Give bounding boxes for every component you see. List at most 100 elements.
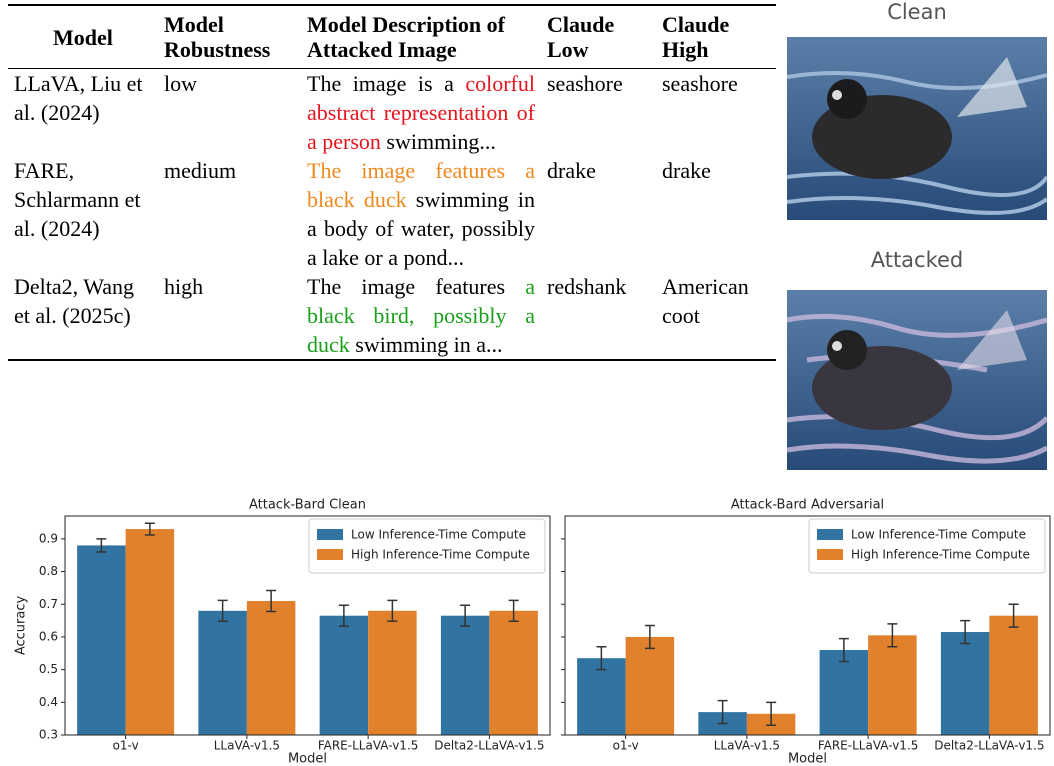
error-bar — [217, 599, 228, 623]
bar — [868, 635, 917, 735]
table-row: LLaVA, Liu et al. (2024) low The image is … — [8, 69, 776, 157]
results-table: Model Model Robustness Model Description o… — [8, 4, 776, 361]
text-segment: The image is a — [307, 71, 466, 96]
x-tick-label: FARE-LLaVA-v1.5 — [818, 739, 919, 753]
legend-label: Low Inference-Time Compute — [351, 528, 526, 542]
error-bar — [144, 522, 155, 536]
y-tick-label: 0.3 — [39, 728, 58, 742]
x-tick-label: Delta2-LLaVA-v1.5 — [934, 739, 1044, 753]
column-header: Model Description of Attacked Image — [301, 5, 541, 69]
error-bar — [387, 599, 398, 623]
clean-image — [787, 37, 1047, 220]
bar — [198, 610, 247, 735]
text-segment: colorful abstract representation of a pe… — [307, 71, 535, 154]
table-cell: drake — [547, 158, 596, 183]
error-bar — [266, 589, 277, 613]
table-cell: seashore — [547, 71, 623, 96]
bar — [577, 658, 626, 735]
error-bar — [838, 637, 849, 663]
x-tick-label: o1-v — [113, 739, 139, 753]
y-axis-label: Accuracy — [14, 596, 29, 656]
axes-frame — [64, 515, 551, 736]
bar — [319, 615, 369, 735]
description-cell: The image is a colorful abstract represe… — [301, 69, 541, 157]
legend-label: High Inference-Time Compute — [851, 548, 1030, 562]
x-tick-label: o1-v — [613, 739, 639, 753]
error-bar — [508, 599, 519, 623]
column-header: Claude Low — [541, 5, 656, 69]
bar — [77, 545, 126, 735]
y-tick-label: 0.7 — [39, 597, 58, 611]
text-segment: swimming in a body of water, possibly a … — [307, 187, 536, 270]
table-row: Delta2, Wang et al. (2025c) high The image… — [8, 272, 776, 360]
error-bar — [338, 604, 349, 627]
description-cell: The image features a black duck swimming… — [301, 156, 541, 272]
error-bar — [717, 699, 728, 725]
legend-box — [308, 518, 546, 574]
x-tick-label: LLaVA-v1.5 — [214, 739, 280, 753]
x-axis-label: Model — [788, 752, 827, 766]
error-bar — [460, 604, 471, 627]
chart-title: Attack-Bard Adversarial — [731, 498, 884, 513]
column-header: Model Robustness — [158, 5, 301, 69]
bar — [625, 636, 675, 735]
x-axis-label: Model — [288, 752, 327, 766]
table-cell: medium — [164, 158, 237, 183]
error-bar — [644, 624, 655, 650]
error-bar — [96, 538, 107, 553]
legend-swatch — [817, 529, 843, 540]
error-bar — [766, 701, 777, 726]
text-segment: swimming... — [380, 129, 496, 154]
legend-swatch — [317, 529, 343, 540]
image-label: Clean — [887, 0, 947, 24]
x-tick-label: LLaVA-v1.5 — [714, 739, 780, 753]
error-bar — [1008, 603, 1019, 628]
table-cell: American coot — [662, 274, 749, 328]
x-tick-label: FARE-LLaVA-v1.5 — [318, 739, 419, 753]
legend-swatch — [317, 549, 343, 560]
column-header: Claude High — [656, 5, 776, 69]
bar — [440, 615, 490, 735]
image-label: Attacked — [870, 248, 964, 272]
y-tick-label: 0.8 — [39, 564, 58, 578]
table-cell: LLaVA, Liu et al. (2024) — [14, 71, 143, 125]
bar — [246, 600, 296, 735]
table-cell: high — [164, 274, 204, 299]
y-tick-label: 0.4 — [39, 695, 58, 709]
charts: Attack-Bard Clean 0.3 0.4 0.5 0.6 0.7 0.8 0.9 o1… — [14, 498, 1051, 766]
bar — [125, 529, 175, 735]
bar — [368, 610, 417, 735]
table-cell: seashore — [662, 71, 738, 96]
axes-frame — [564, 515, 1051, 736]
column-header: Model — [8, 5, 158, 69]
table-cell: low — [164, 71, 197, 96]
table-row: FARE, Schlarmann et al. (2024) medium The … — [8, 156, 776, 272]
table-cell: Delta2, Wang et al. (2025c) — [14, 274, 135, 328]
y-tick-label: 0.5 — [39, 662, 58, 676]
y-tick-label: 0.9 — [39, 531, 58, 545]
x-tick-label: Delta2-LLaVA-v1.5 — [434, 739, 544, 753]
text-segment: The image features a black duck — [307, 158, 535, 212]
legend-label: High Inference-Time Compute — [351, 548, 530, 562]
text-segment: a black bird, possibly a duck — [307, 274, 535, 357]
legend-label: Low Inference-Time Compute — [851, 528, 1026, 542]
description-cell: The image features a black bird, possibl… — [301, 272, 541, 360]
chart-title: Attack-Bard Clean — [249, 498, 366, 513]
y-tick-label: 0.6 — [39, 629, 58, 643]
error-bar — [596, 645, 607, 671]
legend-swatch — [817, 549, 843, 560]
table-cell: redshank — [547, 274, 627, 299]
bar — [940, 632, 990, 735]
text-segment: swimming in a... — [349, 332, 503, 357]
attacked-image — [787, 290, 1047, 470]
error-bar — [887, 623, 898, 648]
bar — [489, 610, 538, 735]
error-bar — [960, 619, 971, 645]
text-segment: The image features — [307, 274, 526, 299]
table-cell: FARE, Schlarmann et al. (2024) — [14, 158, 141, 241]
legend-box — [808, 518, 1046, 574]
table-cell: drake — [662, 158, 711, 183]
bar — [989, 615, 1038, 735]
bar — [819, 650, 869, 735]
